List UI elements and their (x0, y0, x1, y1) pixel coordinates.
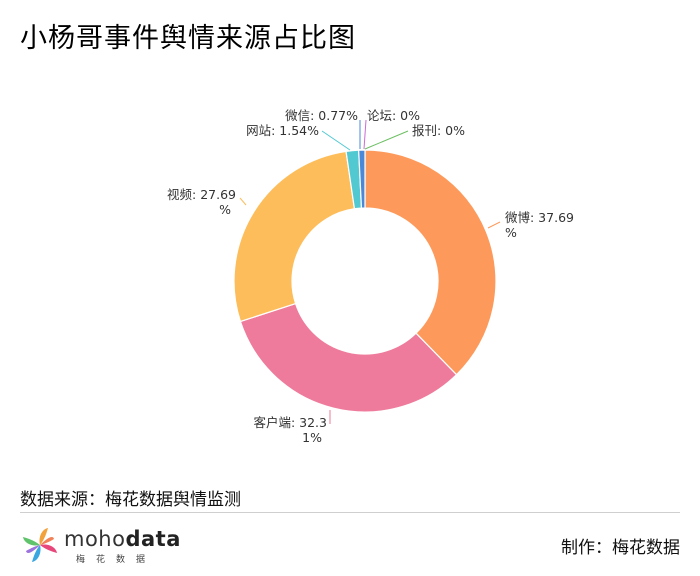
slice-label-1-cont: % (505, 225, 517, 240)
leader-line-1 (487, 221, 501, 229)
donut-slice-3 (233, 150, 356, 323)
slice-label-1: 微博: 37.69 (505, 210, 574, 225)
donut-slice-2 (239, 302, 458, 413)
credit-text: 制作：梅花数据 (561, 538, 680, 558)
slice-label-3: 视频: 27.69 (167, 187, 236, 202)
mohodata-logo: mohodata 梅花数据 (20, 525, 190, 565)
leader-line-4 (321, 130, 351, 151)
leader-line-7 (364, 130, 409, 150)
leader-line-3 (239, 197, 247, 206)
divider (20, 512, 680, 513)
slice-label-3-cont: % (219, 202, 231, 217)
slice-label-2-cont: 1% (302, 430, 322, 445)
logo-subtitle: 梅花数据 (76, 555, 157, 565)
slice-label-6: 论坛: 0% (367, 108, 420, 123)
donut-chart: 微博: 37.69% 客户端: 32.31% 视频: 27.69% 网站: 1.54%… (167, 108, 574, 445)
data-source-note: 数据来源：梅花数据舆情监测 (20, 490, 241, 510)
slice-label-5: 微信: 0.77% (285, 108, 358, 123)
donut-slice-1 (364, 149, 497, 376)
chart-title: 小杨哥事件舆情来源占比图 (20, 23, 356, 54)
slice-label-4: 网站: 1.54% (246, 123, 319, 138)
slice-label-2: 客户端: 32.3 (253, 415, 327, 430)
slice-label-7: 报刊: 0% (412, 123, 465, 138)
leader-line-6 (363, 119, 367, 150)
pinwheel-logo-icon (23, 528, 57, 562)
donut-slice-5 (358, 149, 366, 209)
logo-wordmark: mohodata (64, 527, 181, 551)
